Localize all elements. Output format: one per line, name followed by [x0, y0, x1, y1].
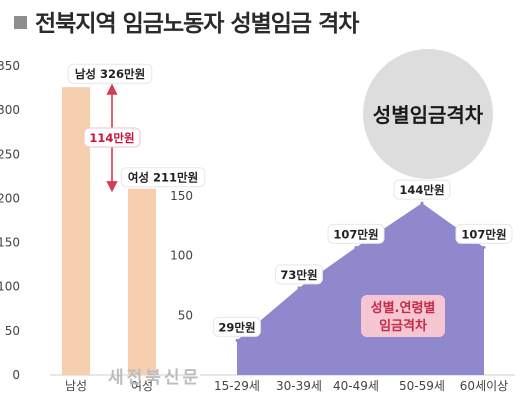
x-tick-label: 60세이상	[460, 379, 508, 393]
y-tick-label: 50	[5, 324, 20, 338]
y-tick-label: 250	[0, 147, 20, 161]
data-label-bg	[327, 223, 385, 244]
chart-title: 성별임금격차	[373, 103, 484, 127]
data-label-bg	[275, 264, 323, 285]
data-label-male: 남성 326만원	[75, 67, 145, 81]
gap-label: 114만원	[89, 131, 134, 145]
y-tick-label: 350	[0, 59, 20, 73]
data-label-bg	[213, 316, 261, 337]
title-circle	[363, 49, 493, 179]
x-tick-label: 40-49세	[333, 379, 379, 393]
x-tick-label: 여성	[131, 379, 153, 393]
y-tick-label: 300	[0, 103, 20, 117]
y-tick-label: 200	[0, 191, 20, 205]
area-label-line2: 임금격차	[379, 318, 427, 334]
watermark-text: 새전북신문	[108, 368, 201, 388]
data-label-bg	[455, 223, 513, 244]
data-point	[482, 245, 486, 249]
y-tick-label: 100	[170, 249, 193, 263]
data-label: 29만원	[218, 320, 255, 334]
data-label-female-bg	[120, 167, 206, 188]
x-tick-label: 50-59세	[399, 379, 445, 393]
data-label: 107만원	[333, 227, 378, 241]
data-label-female: 여성 211만원	[128, 171, 198, 185]
y-tick-label: 150	[0, 236, 20, 250]
data-point	[420, 201, 424, 205]
data-label: 73만원	[280, 268, 317, 282]
data-label-male-bg	[67, 63, 153, 84]
data-label: 144만원	[399, 183, 444, 197]
area-label-bg	[361, 295, 445, 337]
data-point	[297, 286, 301, 290]
y-tick-label: 150	[170, 189, 193, 203]
area-label-line1: 성별.연령별	[371, 300, 436, 316]
y-tick-label: 50	[178, 308, 193, 322]
data-label: 107만원	[461, 227, 506, 241]
gap-label-bg	[83, 127, 141, 148]
age-area-chart: 성별임금격차 50 100 150 15-29세 29만원 30-39세 73만원 40-49세…	[170, 49, 515, 393]
data-label-bg	[393, 179, 451, 200]
bar	[128, 188, 156, 375]
title-bar: 전북지역 임금노동자 성별임금 격차	[14, 4, 359, 38]
title-bullet	[14, 15, 27, 29]
y-tick-label: 100	[0, 280, 20, 294]
page-title: 전북지역 임금노동자 성별임금 격차	[35, 11, 359, 37]
data-point	[354, 245, 358, 249]
data-point	[235, 338, 239, 342]
x-tick-label: 15-29세	[214, 379, 260, 393]
x-tick-label: 30-39세	[276, 379, 322, 393]
y-tick-label: 0	[12, 368, 20, 382]
x-tick-label: 남성	[65, 379, 87, 393]
